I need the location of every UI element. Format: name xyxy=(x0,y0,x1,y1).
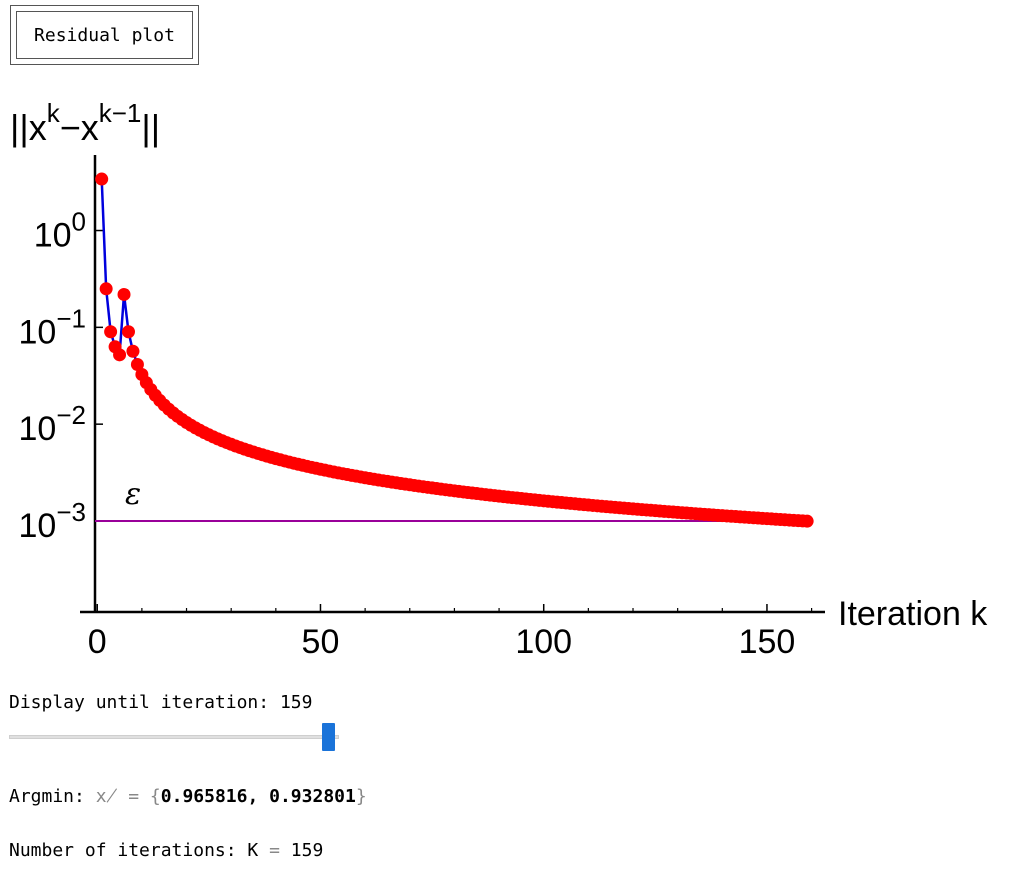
y-axis-label: ||xk−xk−1|| xyxy=(10,98,160,148)
x-tick-label: 0 xyxy=(88,623,107,661)
y-tick-label: 10−1 xyxy=(19,303,86,351)
argmin-close-brace: } xyxy=(355,786,367,807)
iterations-label: Number of iterations: K xyxy=(9,840,259,861)
data-point xyxy=(117,287,131,301)
iterations-value: 159 xyxy=(290,840,324,861)
argmin-symbol: x̸ xyxy=(95,786,118,807)
residual-chart: 0 50 100 150 100 10−1 10−2 10−3 ||xk−xk−1|| Itera… xyxy=(10,98,988,661)
data-point xyxy=(99,282,113,296)
display-until-label: Display until iteration: 159 xyxy=(9,692,312,713)
data-point xyxy=(121,325,135,339)
argmin-values: 0.965816, 0.932801 xyxy=(160,786,356,807)
residual-plot-button[interactable]: Residual plot xyxy=(10,5,199,65)
display-until-value: 159 xyxy=(279,692,313,713)
data-point xyxy=(800,514,814,528)
y-tick-label: 10−3 xyxy=(19,497,86,545)
data-point xyxy=(95,172,109,186)
argmin-open-brace: { xyxy=(149,786,161,807)
iteration-slider-track[interactable] xyxy=(9,735,339,739)
x-axis-label: Iteration k xyxy=(838,595,988,633)
display-until-text: Display until iteration: xyxy=(9,692,270,713)
data-point xyxy=(104,325,118,339)
argmin-label: Argmin: xyxy=(9,786,85,807)
series-line xyxy=(100,179,808,523)
data-point xyxy=(126,344,140,358)
iteration-slider-thumb[interactable] xyxy=(322,723,335,751)
x-tick-label: 150 xyxy=(739,623,796,661)
x-tick-label: 50 xyxy=(302,623,340,661)
argmin-equals: = xyxy=(128,786,140,807)
residual-plot-button-label: Residual plot xyxy=(16,11,193,59)
argmin-row: Argmin: x̸ = {0.965816, 0.932801} xyxy=(9,786,367,807)
y-tick-label: 100 xyxy=(34,207,86,255)
x-tick-label: 100 xyxy=(515,623,572,661)
iterations-equals: = xyxy=(269,840,280,861)
epsilon-label: ε xyxy=(125,477,141,512)
data-point xyxy=(130,357,144,371)
y-tick-label: 10−2 xyxy=(19,400,86,448)
data-point xyxy=(113,348,127,362)
iterations-row: Number of iterations: K = 159 xyxy=(9,840,323,861)
